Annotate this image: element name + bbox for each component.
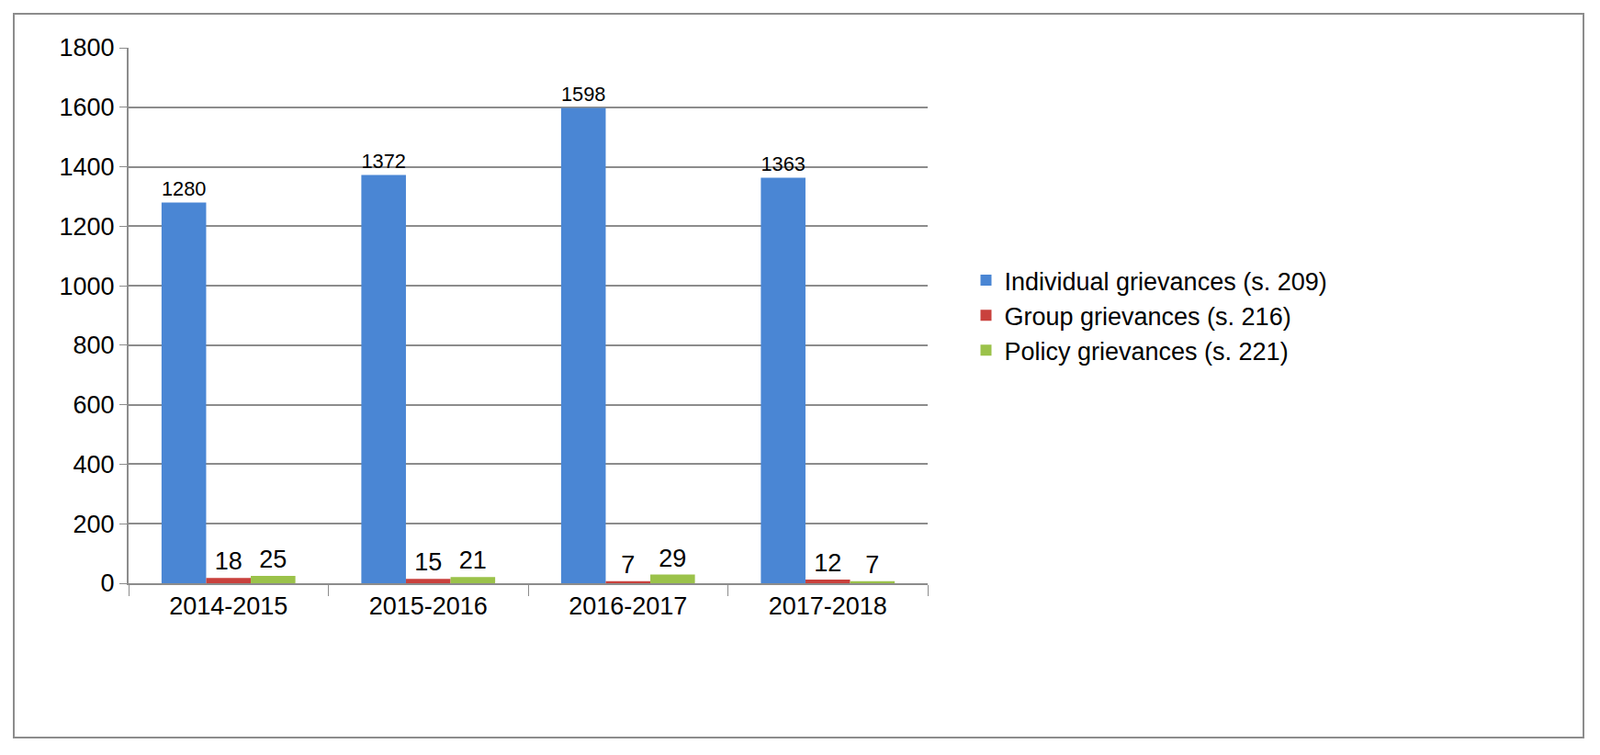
svg-text:800: 800: [73, 331, 115, 360]
svg-text:200: 200: [73, 510, 115, 539]
svg-text:7: 7: [865, 551, 879, 579]
svg-text:25: 25: [259, 545, 287, 574]
svg-text:1200: 1200: [59, 213, 115, 241]
svg-text:0: 0: [101, 569, 115, 598]
svg-text:1400: 1400: [59, 153, 115, 181]
svg-text:1280: 1280: [161, 177, 207, 201]
svg-text:2015-2016: 2015-2016: [369, 592, 488, 620]
svg-text:Group grievances (s. 216): Group grievances (s. 216): [1004, 303, 1292, 331]
svg-text:1000: 1000: [59, 272, 115, 301]
svg-text:Individual grievances (s. 209): Individual grievances (s. 209): [1004, 268, 1328, 296]
svg-text:2014-2015: 2014-2015: [169, 592, 288, 620]
svg-text:2017-2018: 2017-2018: [768, 592, 888, 620]
svg-text:600: 600: [73, 391, 115, 419]
svg-text:18: 18: [214, 547, 243, 575]
svg-text:21: 21: [459, 546, 487, 575]
svg-text:1372: 1372: [360, 149, 406, 173]
svg-text:29: 29: [658, 544, 687, 573]
svg-text:7: 7: [620, 551, 635, 579]
svg-text:400: 400: [73, 450, 115, 479]
svg-text:Policy grievances (s. 221): Policy grievances (s. 221): [1004, 338, 1289, 366]
svg-text:1598: 1598: [561, 82, 607, 106]
svg-text:1800: 1800: [59, 33, 115, 62]
svg-text:15: 15: [414, 548, 442, 576]
svg-text:12: 12: [813, 549, 842, 577]
svg-text:1600: 1600: [59, 93, 115, 122]
svg-text:1363: 1363: [760, 152, 806, 176]
svg-text:2016-2017: 2016-2017: [568, 592, 688, 620]
